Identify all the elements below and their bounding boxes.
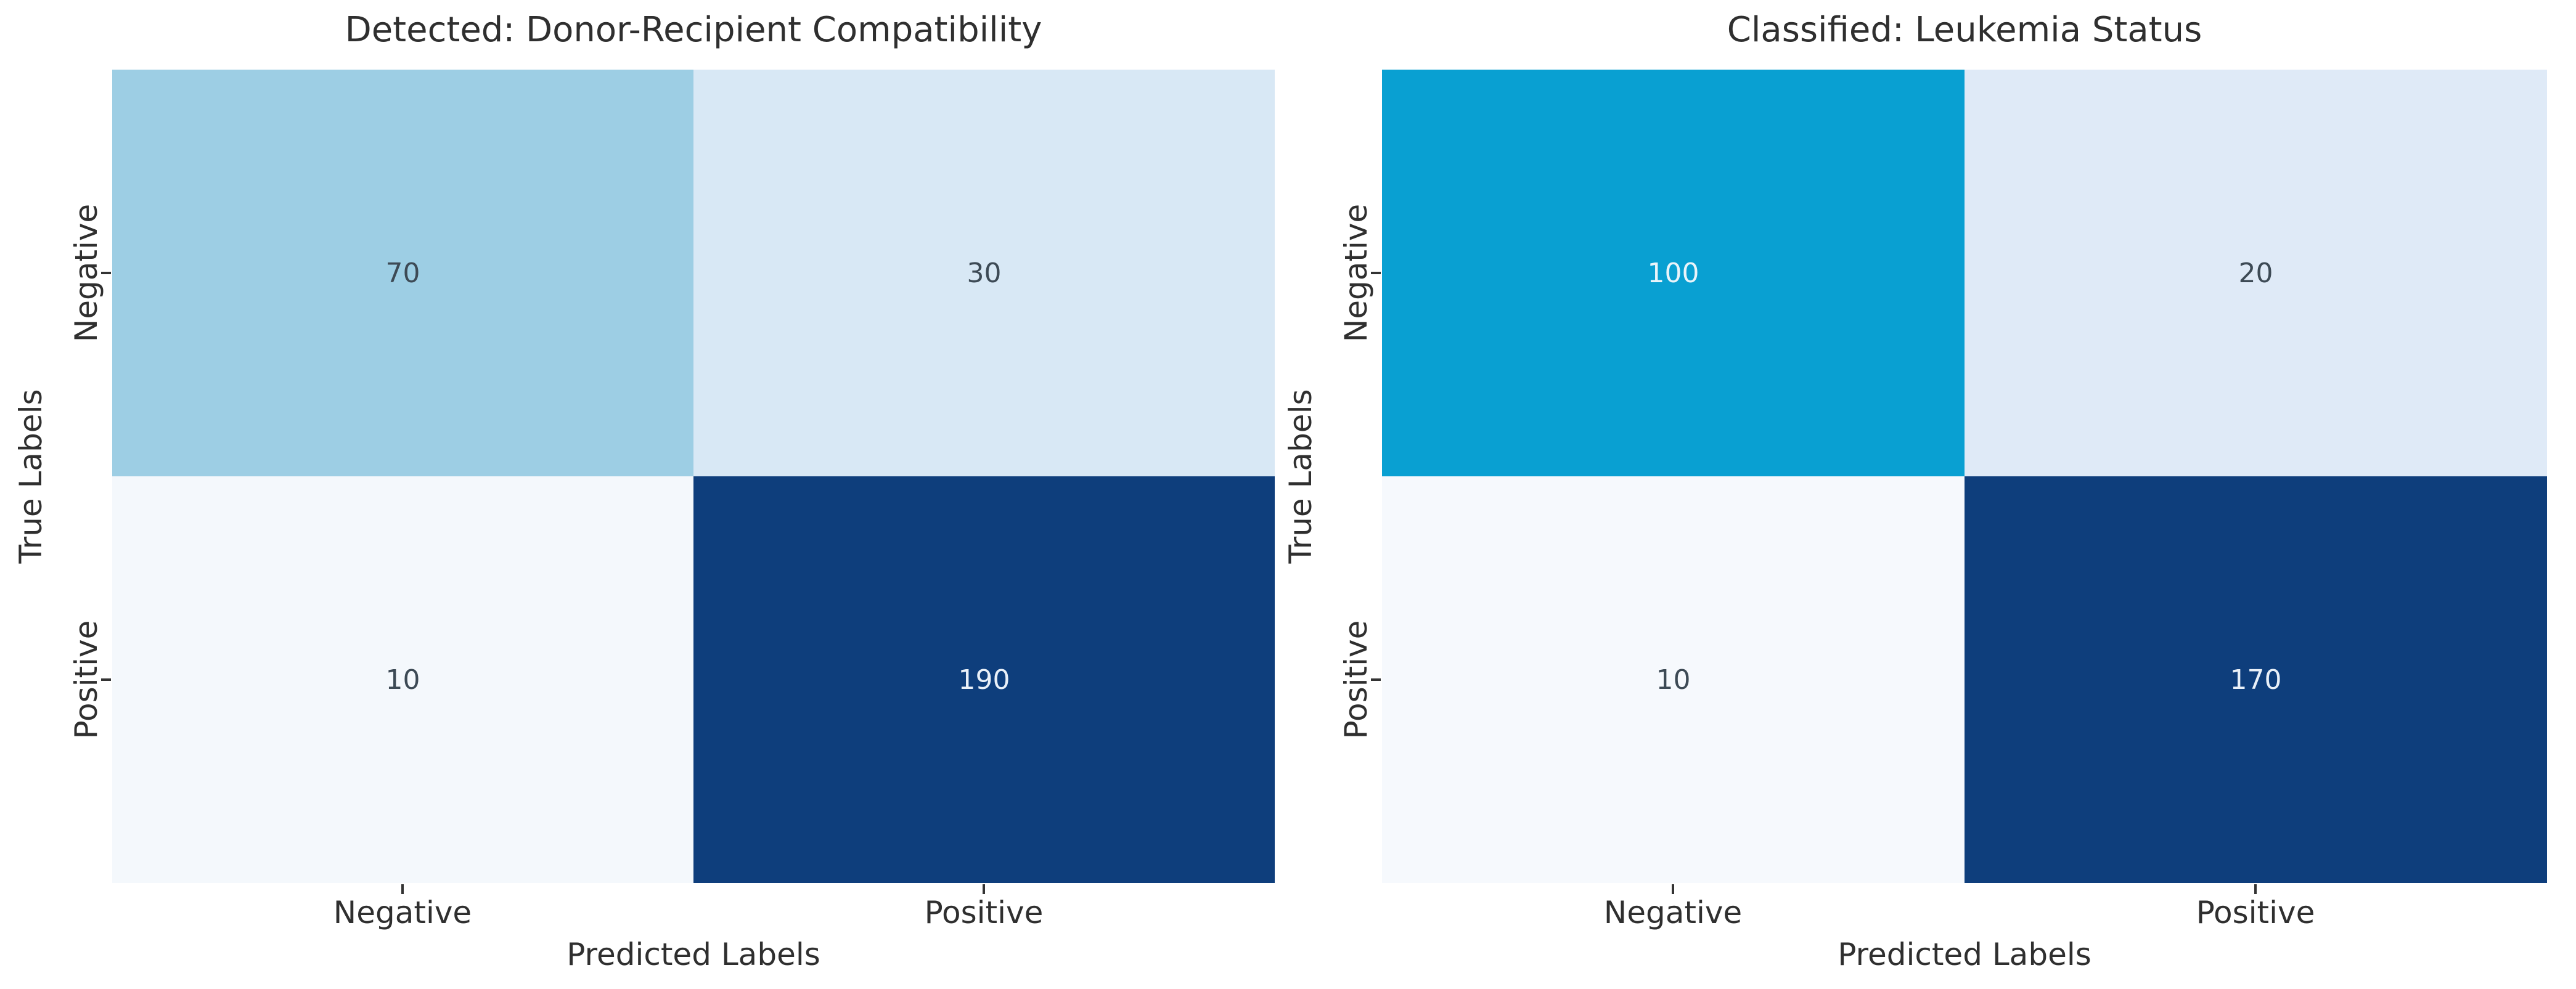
heatmap-cell-true-pos-pred-pos: 170	[1965, 476, 2547, 883]
y-tick-mark	[101, 678, 111, 681]
y-tick-mark	[1371, 272, 1381, 274]
x-tick-mark	[1672, 884, 1674, 894]
cell-value: 30	[967, 257, 1002, 289]
cell-value: 10	[385, 664, 420, 696]
x-tick-mark	[2254, 884, 2257, 894]
cell-value: 20	[2238, 257, 2273, 289]
cell-value: 70	[385, 257, 420, 289]
heatmap-cell-true-neg-pred-pos: 20	[1965, 70, 2547, 476]
heatmap-cell-true-neg-pred-neg: 70	[112, 70, 693, 476]
y-tick-mark	[1371, 678, 1381, 681]
cell-value: 100	[1647, 257, 1699, 289]
heatmap-grid: 70 30 10 190	[112, 70, 1275, 883]
heatmap-cell-true-pos-pred-neg: 10	[112, 476, 693, 883]
x-axis-label: Predicted Labels	[566, 937, 820, 972]
heatmap-cell-true-pos-pred-pos: 190	[693, 476, 1275, 883]
chart-title: Detected: Donor-Recipient Compatibility	[345, 10, 1042, 50]
cell-value: 10	[1656, 664, 1691, 696]
heatmap-grid: 100 20 10 170	[1382, 70, 2547, 883]
y-tick-label-negative: Negative	[1338, 203, 1374, 343]
cell-value: 190	[958, 664, 1010, 696]
x-tick-label-negative: Negative	[333, 895, 472, 930]
x-tick-label-positive: Positive	[2196, 895, 2315, 930]
y-axis-label: True Labels	[1283, 389, 1319, 564]
x-tick-label-negative: Negative	[1603, 895, 1743, 930]
chart-title: Classified: Leukemia Status	[1727, 10, 2202, 50]
cell-value: 170	[2230, 664, 2282, 696]
y-tick-label-positive: Positive	[1338, 620, 1374, 739]
x-tick-mark	[401, 884, 404, 894]
x-tick-mark	[983, 884, 985, 894]
heatmap-cell-true-neg-pred-pos: 30	[693, 70, 1275, 476]
x-tick-label-positive: Positive	[924, 895, 1044, 930]
heatmap-cell-true-neg-pred-neg: 100	[1382, 70, 1965, 476]
x-axis-label: Predicted Labels	[1838, 937, 2091, 972]
heatmap-cell-true-pos-pred-neg: 10	[1382, 476, 1965, 883]
y-tick-mark	[101, 272, 111, 274]
